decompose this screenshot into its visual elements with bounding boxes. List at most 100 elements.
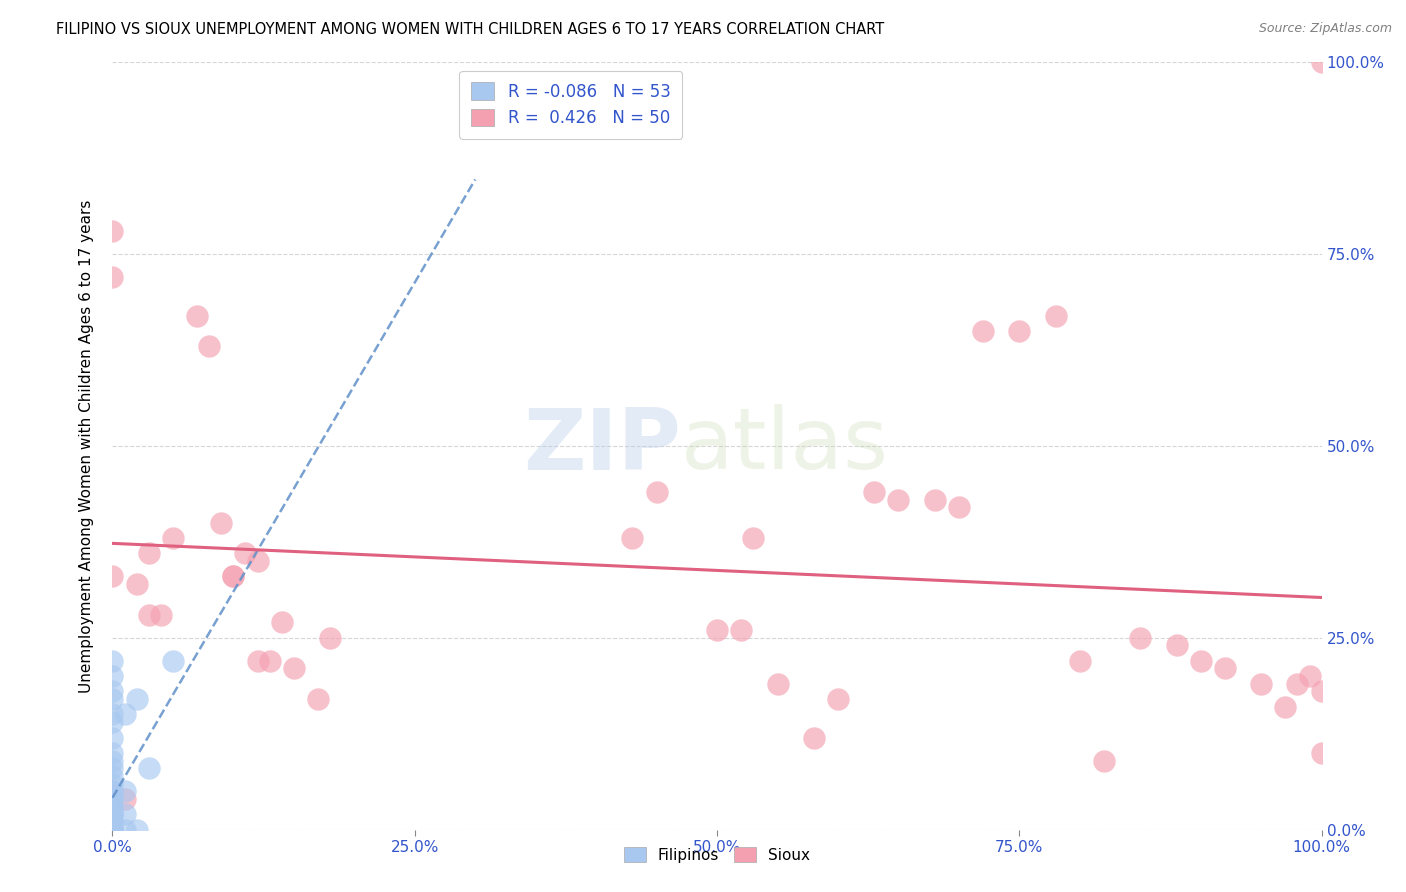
Point bbox=[319, 631, 342, 645]
Point bbox=[125, 577, 148, 591]
Point bbox=[198, 339, 221, 353]
Point bbox=[101, 814, 124, 829]
Point bbox=[101, 684, 124, 698]
Point bbox=[742, 531, 765, 545]
Point bbox=[209, 516, 232, 530]
Point bbox=[162, 654, 184, 668]
Point bbox=[101, 822, 124, 837]
Point bbox=[101, 807, 124, 822]
Point bbox=[186, 309, 208, 323]
Point bbox=[101, 746, 124, 760]
Point bbox=[766, 677, 789, 691]
Point bbox=[101, 792, 124, 806]
Point bbox=[101, 754, 124, 768]
Point bbox=[1166, 639, 1188, 653]
Point bbox=[101, 822, 124, 837]
Point bbox=[101, 822, 124, 837]
Text: ZIP: ZIP bbox=[523, 404, 681, 488]
Point bbox=[101, 807, 124, 822]
Point bbox=[101, 692, 124, 706]
Point bbox=[101, 814, 124, 829]
Point bbox=[307, 692, 329, 706]
Point bbox=[101, 799, 124, 814]
Point bbox=[827, 692, 849, 706]
Point bbox=[101, 769, 124, 783]
Point bbox=[101, 822, 124, 837]
Point bbox=[270, 615, 292, 630]
Point bbox=[1189, 654, 1212, 668]
Y-axis label: Unemployment Among Women with Children Ages 6 to 17 years: Unemployment Among Women with Children A… bbox=[79, 199, 94, 693]
Point bbox=[924, 492, 946, 507]
Legend: Filipinos, Sioux: Filipinos, Sioux bbox=[614, 838, 820, 871]
Point bbox=[101, 669, 124, 683]
Point bbox=[101, 822, 124, 837]
Point bbox=[138, 761, 160, 775]
Point bbox=[138, 607, 160, 622]
Point bbox=[1045, 309, 1067, 323]
Text: FILIPINO VS SIOUX UNEMPLOYMENT AMONG WOMEN WITH CHILDREN AGES 6 TO 17 YEARS CORR: FILIPINO VS SIOUX UNEMPLOYMENT AMONG WOM… bbox=[56, 22, 884, 37]
Point bbox=[645, 485, 668, 500]
Point bbox=[101, 822, 124, 837]
Point bbox=[621, 531, 644, 545]
Text: Source: ZipAtlas.com: Source: ZipAtlas.com bbox=[1258, 22, 1392, 36]
Point bbox=[1286, 677, 1309, 691]
Point bbox=[1298, 669, 1320, 683]
Point bbox=[101, 654, 124, 668]
Point bbox=[887, 492, 910, 507]
Point bbox=[101, 707, 124, 722]
Point bbox=[101, 761, 124, 775]
Point bbox=[101, 715, 124, 730]
Point bbox=[114, 707, 136, 722]
Point bbox=[101, 822, 124, 837]
Point bbox=[101, 822, 124, 837]
Point bbox=[114, 784, 136, 798]
Point bbox=[101, 792, 124, 806]
Point bbox=[101, 569, 124, 583]
Point bbox=[149, 607, 172, 622]
Point bbox=[235, 546, 257, 560]
Point bbox=[114, 822, 136, 837]
Point bbox=[101, 814, 124, 829]
Point bbox=[114, 792, 136, 806]
Point bbox=[863, 485, 886, 500]
Point bbox=[1310, 55, 1333, 70]
Point bbox=[1310, 684, 1333, 698]
Point bbox=[101, 784, 124, 798]
Point bbox=[730, 623, 752, 637]
Point bbox=[101, 814, 124, 829]
Point bbox=[1274, 699, 1296, 714]
Point bbox=[246, 654, 269, 668]
Point bbox=[101, 822, 124, 837]
Point bbox=[101, 822, 124, 837]
Point bbox=[125, 822, 148, 837]
Point bbox=[125, 692, 148, 706]
Point bbox=[803, 731, 825, 745]
Point bbox=[101, 784, 124, 798]
Point bbox=[283, 661, 305, 675]
Point bbox=[101, 822, 124, 837]
Point bbox=[1310, 746, 1333, 760]
Point bbox=[1129, 631, 1152, 645]
Point bbox=[706, 623, 728, 637]
Point bbox=[246, 554, 269, 568]
Point bbox=[101, 224, 124, 238]
Point bbox=[101, 807, 124, 822]
Point bbox=[101, 822, 124, 837]
Text: atlas: atlas bbox=[681, 404, 889, 488]
Point bbox=[101, 822, 124, 837]
Point bbox=[1213, 661, 1236, 675]
Point bbox=[948, 500, 970, 515]
Point bbox=[138, 546, 160, 560]
Point bbox=[101, 270, 124, 285]
Point bbox=[101, 731, 124, 745]
Point bbox=[162, 531, 184, 545]
Point bbox=[101, 799, 124, 814]
Point bbox=[222, 569, 245, 583]
Point bbox=[1008, 324, 1031, 338]
Point bbox=[222, 569, 245, 583]
Point bbox=[101, 822, 124, 837]
Point bbox=[1250, 677, 1272, 691]
Point bbox=[101, 822, 124, 837]
Point bbox=[101, 822, 124, 837]
Point bbox=[114, 807, 136, 822]
